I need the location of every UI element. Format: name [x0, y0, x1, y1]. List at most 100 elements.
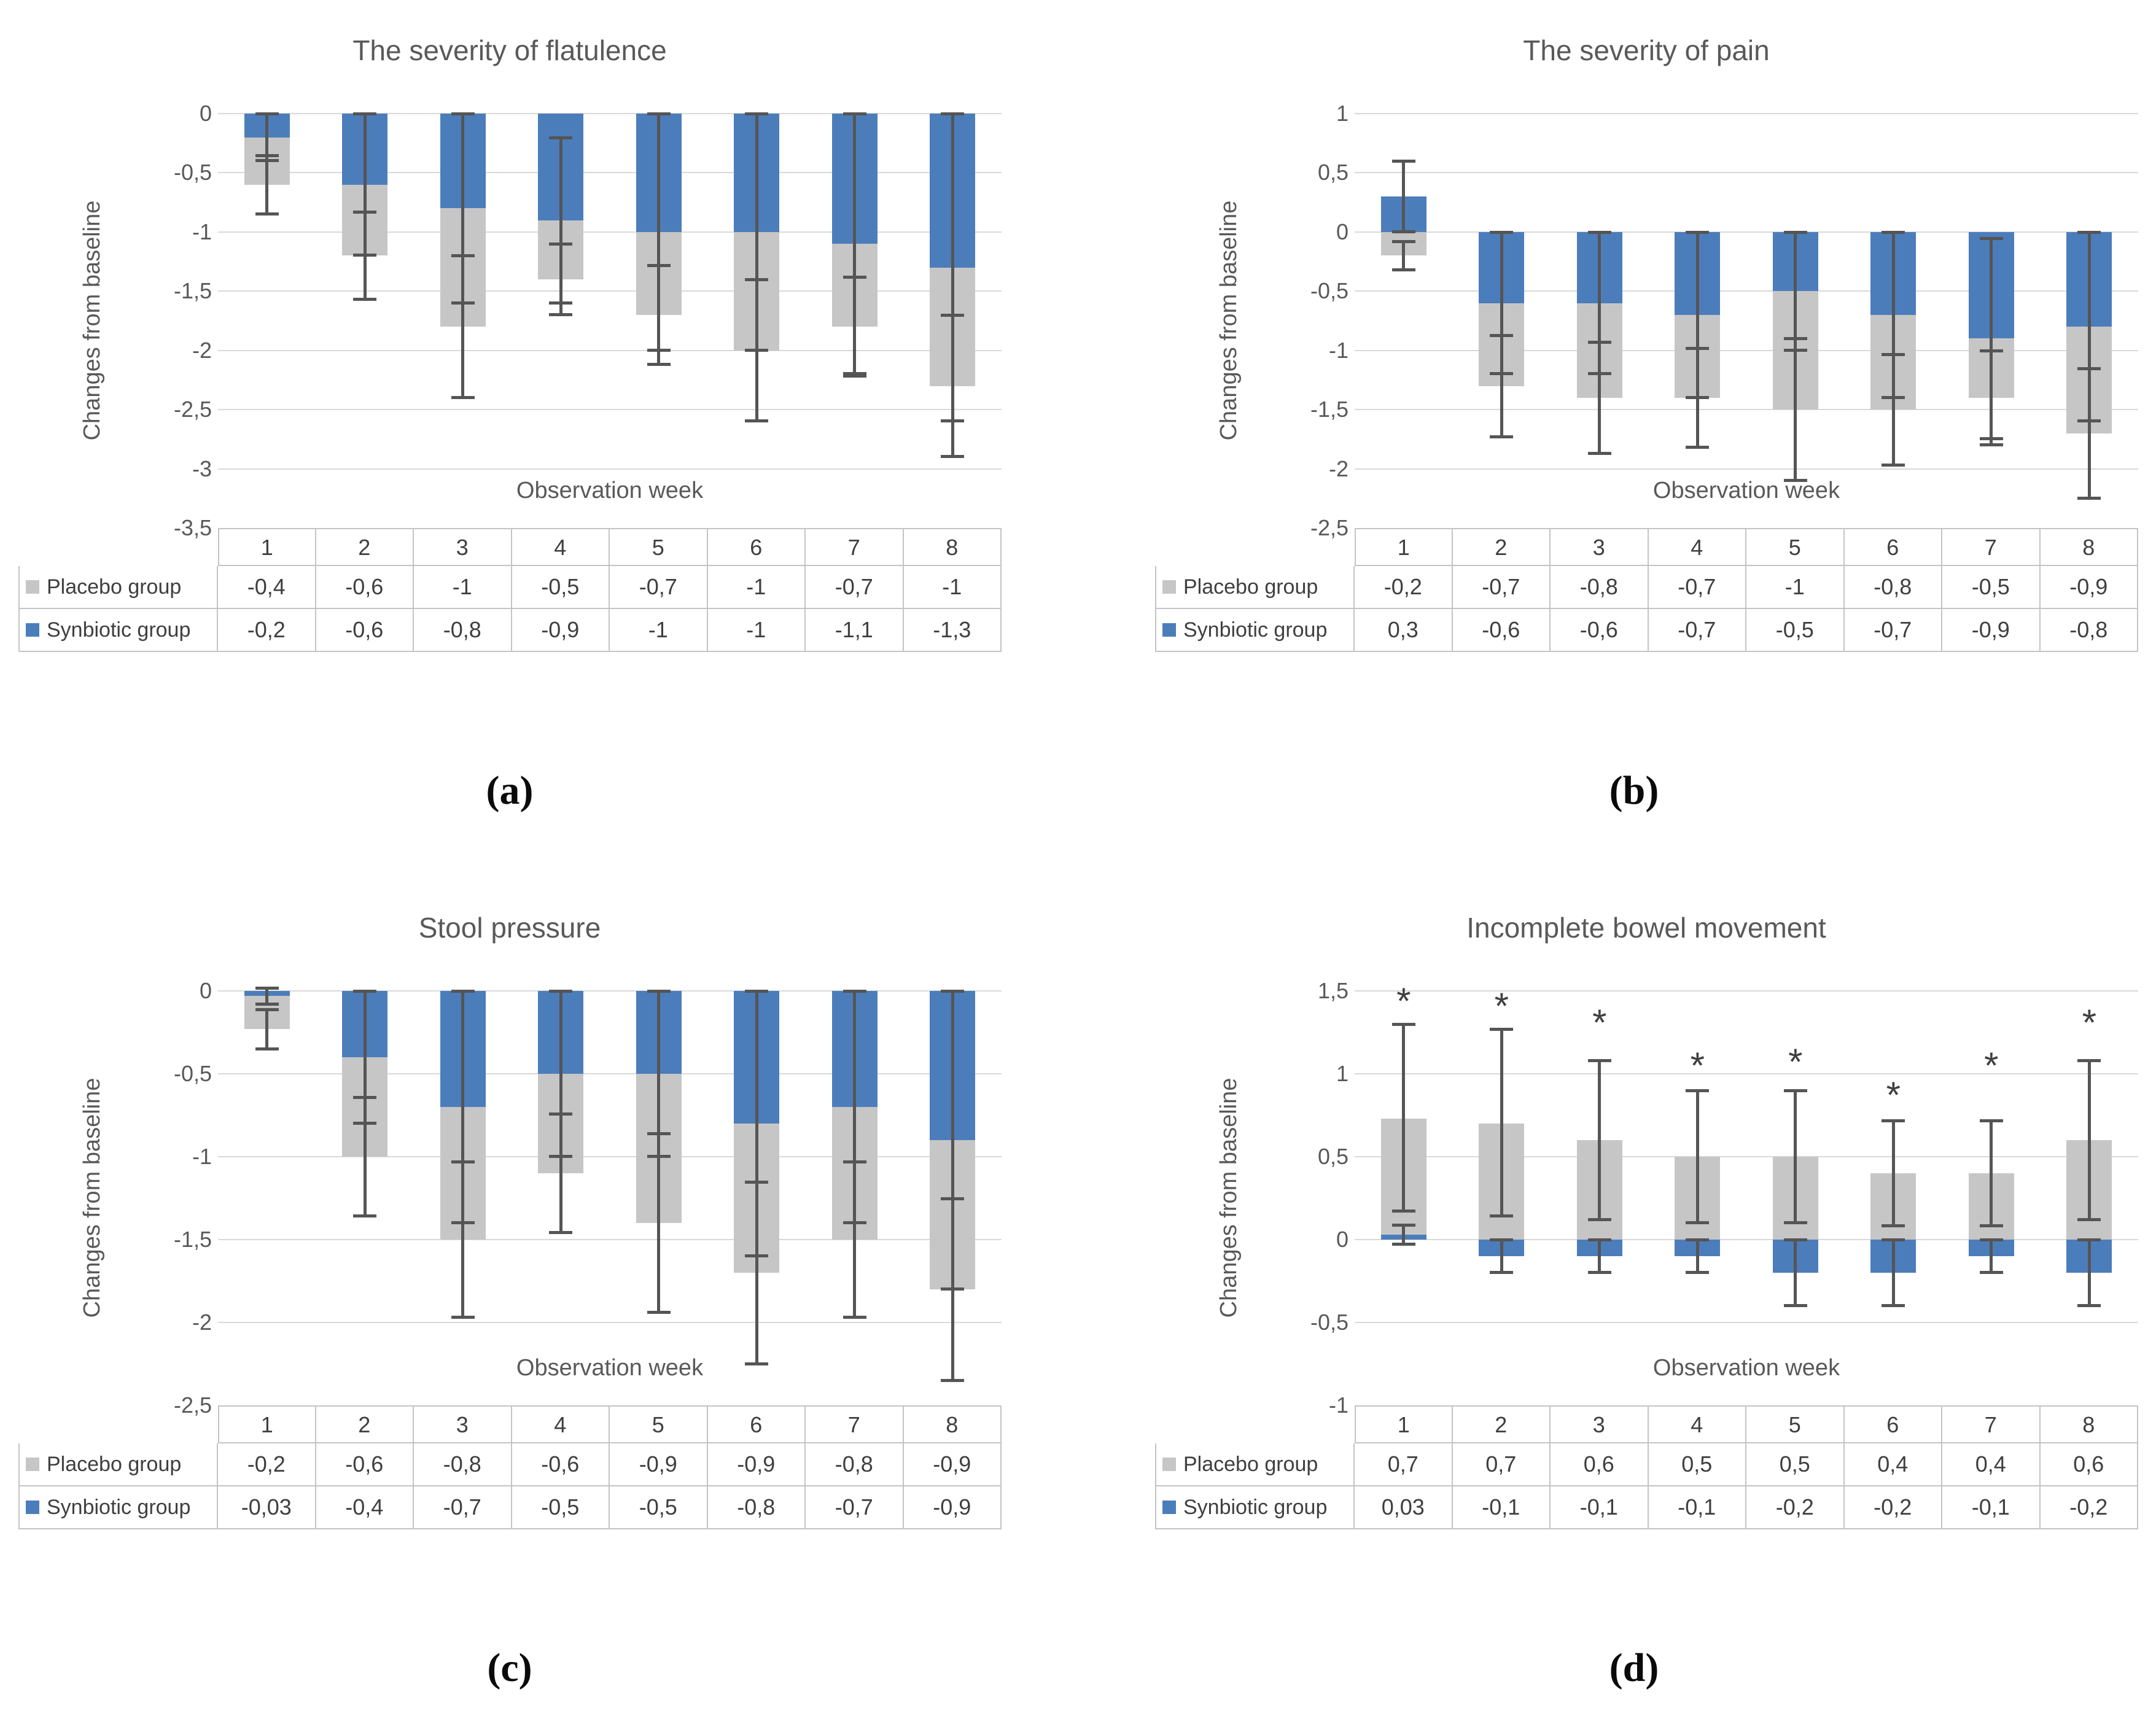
table-value-cell: -0,2	[1746, 1486, 1845, 1529]
error-bar-synbiotic	[951, 991, 954, 1289]
gridline	[1355, 349, 2138, 351]
placebo-swatch	[26, 580, 39, 594]
x-axis-title: Observation week	[516, 1355, 704, 1381]
gridline	[1355, 1322, 2138, 1323]
error-bar-placebo	[1500, 335, 1503, 437]
error-bar-placebo	[755, 279, 758, 422]
legend-cell: Placebo group	[18, 1443, 218, 1486]
error-bar-synbiotic	[1500, 1240, 1503, 1273]
error-bar-placebo-cap	[2077, 367, 2101, 370]
error-bar-placebo	[1402, 1024, 1406, 1212]
table-week-header: 2	[1452, 1405, 1551, 1443]
y-tick-label: -2	[1328, 456, 1348, 481]
error-bar-synbiotic-cap	[451, 990, 475, 993]
error-bar-synbiotic-cap	[1783, 1304, 1807, 1307]
table-week-header: 6	[1844, 528, 1942, 566]
table-value-cell: -0,7	[806, 566, 904, 609]
error-bar-placebo-cap	[549, 243, 573, 246]
synbiotic-swatch	[1162, 1501, 1176, 1514]
table-value-cell: 0,3	[1355, 609, 1453, 652]
error-bar-placebo	[1500, 1029, 1503, 1217]
error-bar-placebo-cap	[1783, 1089, 1807, 1092]
error-bar-synbiotic-cap	[1783, 1238, 1807, 1241]
error-bar-placebo-cap	[353, 1095, 377, 1099]
error-bar-synbiotic-cap	[353, 990, 377, 993]
error-bar-synbiotic	[1990, 238, 1993, 440]
table-value-cell: -0,03	[218, 1486, 316, 1529]
y-tick-label: -3,5	[173, 515, 212, 540]
error-bar-placebo	[461, 1162, 465, 1318]
y-tick-label: -1,5	[173, 1227, 212, 1252]
table-value-cell: -1	[903, 566, 1002, 609]
table-week-header: 6	[707, 1405, 806, 1443]
significance-asterisk: *	[1396, 980, 1411, 1022]
error-bar-placebo	[1794, 1090, 1797, 1223]
y-tick-label: -0,5	[173, 1061, 212, 1086]
error-bar-synbiotic	[1794, 1240, 1797, 1306]
error-bar-placebo-cap	[255, 1047, 279, 1050]
chart-b-inner: The severity of pain Changes from baseli…	[1137, 0, 2156, 847]
error-bar-placebo-cap	[1587, 341, 1611, 344]
error-bar-placebo-cap	[353, 1214, 377, 1218]
table-week-header: 3	[1551, 1405, 1649, 1443]
table-value-cell: -0,9	[903, 1486, 1002, 1529]
table-week-header: 2	[1452, 528, 1551, 566]
error-bar-synbiotic	[2087, 1240, 2091, 1306]
error-bar-placebo-cap	[843, 375, 866, 378]
table-week-header: 7	[1942, 1405, 2041, 1443]
chart-panel-c: Stool pressure Changes from baseline Obs…	[0, 847, 1078, 1693]
error-bar-placebo	[1990, 350, 1993, 445]
error-bar-placebo	[657, 265, 661, 365]
y-tick-label: 0	[199, 978, 212, 1003]
table-value-cell: -1	[707, 609, 806, 652]
error-bar-synbiotic-cap	[549, 136, 573, 139]
legend-cell: Placebo group	[1155, 1443, 1355, 1486]
error-bar-synbiotic-cap	[843, 112, 866, 115]
error-bar-placebo-cap	[451, 254, 475, 258]
gridline	[218, 349, 1002, 351]
legend-label: Synbiotic group	[1183, 1495, 1328, 1519]
error-bar-synbiotic-cap	[1391, 1223, 1415, 1227]
error-bar-placebo-cap	[549, 1112, 573, 1116]
error-bar-placebo-cap	[941, 455, 965, 459]
table-value-cell: 0,6	[2040, 1443, 2138, 1486]
table-value-cell: -0,8	[1844, 566, 1942, 609]
error-bar-synbiotic	[265, 114, 269, 161]
error-bar-synbiotic-cap	[1783, 230, 1807, 234]
table-value-cell: -0,7	[1452, 566, 1551, 609]
error-bar-synbiotic	[1500, 231, 1503, 375]
error-bar-placebo-cap	[1882, 463, 1905, 467]
table-value-cell: -0,2	[1844, 1486, 1942, 1529]
legend-label: Placebo group	[47, 1452, 182, 1476]
panel-letter: (b)	[1609, 768, 1659, 813]
error-bar-placebo-cap	[1979, 443, 2003, 446]
table-week-header: 4	[1648, 528, 1746, 566]
table-value-cell: -0,6	[316, 609, 414, 652]
error-bar-synbiotic	[461, 991, 465, 1223]
legend-cell: Synbiotic group	[1155, 1486, 1355, 1529]
error-bar-placebo-cap	[255, 212, 279, 216]
table-value-cell: -0,9	[610, 1443, 708, 1486]
table-week-header: 4	[512, 528, 610, 566]
error-bar-placebo-cap	[353, 297, 377, 301]
error-bar-placebo	[951, 1198, 954, 1381]
table-week-header: 5	[610, 528, 708, 566]
table-week-header: 1	[1355, 1405, 1453, 1443]
error-bar-synbiotic	[1891, 1240, 1895, 1306]
gridline	[218, 1239, 1002, 1240]
error-bar-placebo-cap	[2077, 1059, 2101, 1063]
error-bar-placebo-cap	[1587, 451, 1611, 455]
error-bar-placebo-cap	[451, 395, 475, 399]
error-bar-placebo-cap	[1391, 268, 1415, 271]
table-value-cell: -0,6	[512, 1443, 610, 1486]
error-bar-placebo-cap	[1490, 333, 1514, 337]
y-tick-label: -2,5	[1310, 515, 1348, 540]
error-bar-synbiotic	[1402, 161, 1406, 232]
error-bar-placebo-cap	[745, 1362, 769, 1365]
gridline	[1355, 409, 2138, 411]
table-week-header: 1	[1355, 528, 1453, 566]
y-tick-label: -2,5	[173, 1392, 212, 1418]
x-axis-title: Observation week	[516, 478, 704, 503]
error-bar-synbiotic-cap	[1391, 160, 1415, 163]
gridline	[218, 1073, 1002, 1074]
